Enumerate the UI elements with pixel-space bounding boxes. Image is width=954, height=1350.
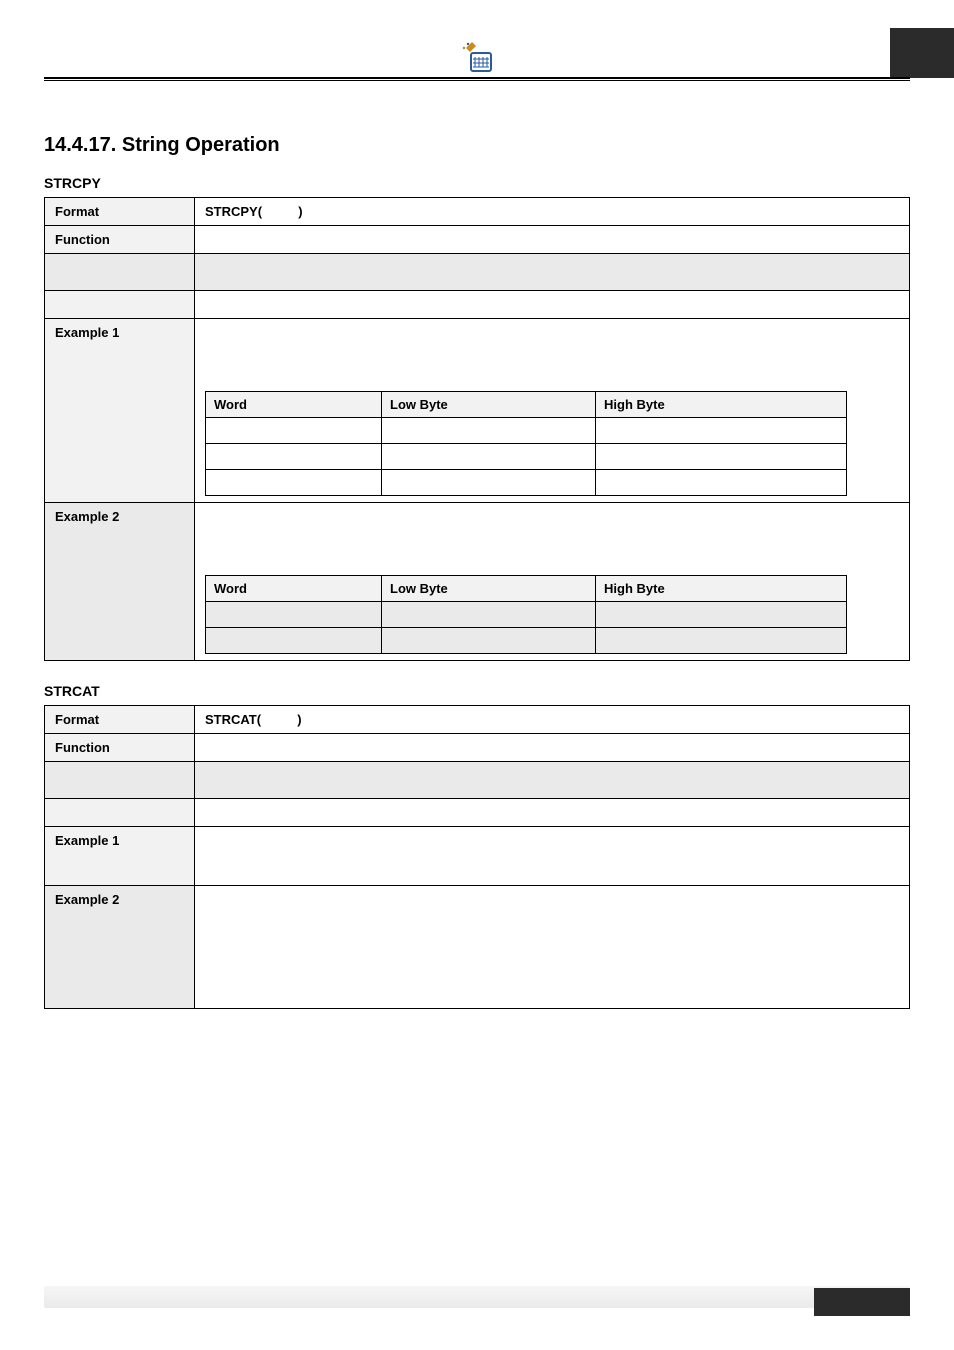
- strcat-ex2-value: [195, 886, 910, 1009]
- strcpy-blank2-value: [195, 291, 910, 319]
- strcat-function-label: Function: [45, 734, 195, 762]
- table-row: [206, 444, 847, 470]
- strcat-blank2-label: [45, 799, 195, 827]
- strcat-format-label: Format: [45, 706, 195, 734]
- section-number: 14.4.17.: [44, 134, 116, 156]
- table-row: [206, 628, 847, 654]
- strcat-ex1-value: [195, 827, 910, 886]
- content-area: 14.4.17. String Operation STRCPY Format …: [0, 86, 954, 1009]
- page: 14.4.17. String Operation STRCPY Format …: [0, 0, 954, 1350]
- inner-col-high: High Byte: [596, 576, 847, 602]
- strcat-ex1-label: Example 1: [45, 827, 195, 886]
- page-header: [0, 0, 954, 86]
- strcpy-ex1-label: Example 1: [45, 319, 195, 503]
- strcpy-ex2-label: Example 2: [45, 503, 195, 661]
- table-row: [206, 418, 847, 444]
- strcat-blank1-label: [45, 762, 195, 799]
- strcpy-table: Format STRCPY( ) Function: [44, 197, 910, 661]
- strcat-function-value: [195, 734, 910, 762]
- strcpy-function-label: Function: [45, 226, 195, 254]
- inner-col-high: High Byte: [596, 392, 847, 418]
- strcpy-ex2-value: Word Low Byte High Byte: [195, 503, 910, 661]
- strcpy-blank1-label: [45, 254, 195, 291]
- strcpy-blank2-label: [45, 291, 195, 319]
- strcat-ex2-label: Example 2: [45, 886, 195, 1009]
- footer-corner-tab: [814, 1288, 910, 1316]
- strcpy-blank1-value: [195, 254, 910, 291]
- strcat-blank2-value: [195, 799, 910, 827]
- strcpy-heading: STRCPY: [44, 175, 910, 191]
- table-row: [206, 602, 847, 628]
- strcat-blank1-value: [195, 762, 910, 799]
- inner-col-low: Low Byte: [382, 392, 596, 418]
- strcpy-ex1-value: Word Low Byte High Byte: [195, 319, 910, 503]
- strcpy-format-value: STRCPY( ): [195, 198, 910, 226]
- table-row: [206, 470, 847, 496]
- header-rule-thick: [44, 77, 910, 79]
- inner-col-word: Word: [206, 392, 382, 418]
- strcpy-ex1-inner-table: Word Low Byte High Byte: [205, 391, 847, 496]
- strcat-table: Format STRCAT( ) Function: [44, 705, 910, 1009]
- strcpy-ex2-inner-table: Word Low Byte High Byte: [205, 575, 847, 654]
- strcpy-format-label: Format: [45, 198, 195, 226]
- strcat-heading: STRCAT: [44, 683, 910, 699]
- page-footer: [44, 1286, 910, 1316]
- strcpy-function-value: [195, 226, 910, 254]
- header-rule-thin: [44, 80, 910, 81]
- section-heading: 14.4.17. String Operation: [44, 134, 910, 157]
- inner-col-word: Word: [206, 576, 382, 602]
- inner-col-low: Low Byte: [382, 576, 596, 602]
- strcat-format-value: STRCAT( ): [195, 706, 910, 734]
- brand-icon: [460, 40, 494, 79]
- header-corner-tab: [890, 28, 954, 78]
- section-title-text: String Operation: [122, 134, 280, 156]
- footer-bar: [44, 1286, 910, 1308]
